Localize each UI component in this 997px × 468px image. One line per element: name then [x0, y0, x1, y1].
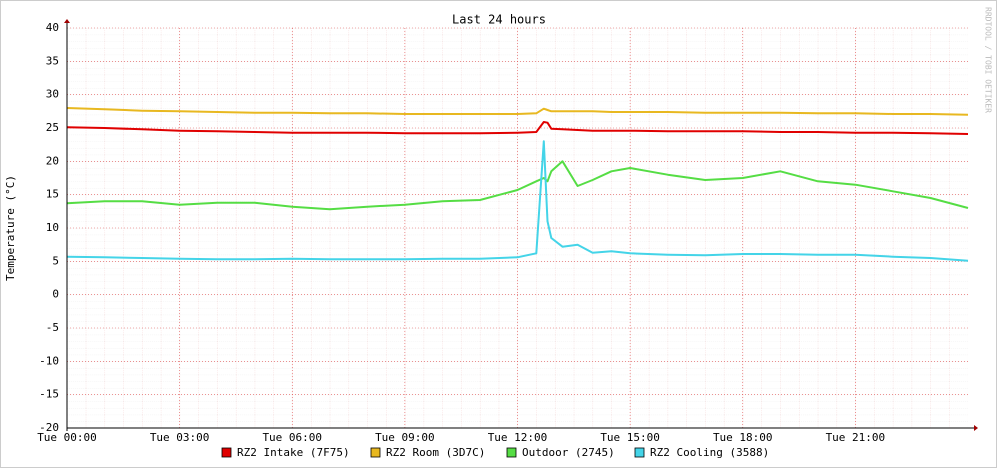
y-tick-label: -10: [39, 354, 59, 367]
legend-label: RZ2 Intake (7F75): [237, 446, 350, 459]
y-tick-label: 10: [46, 221, 59, 234]
x-tick-label: Tue 15:00: [600, 431, 660, 444]
y-axis-label: Temperature (°C): [4, 175, 17, 281]
x-tick-label: Tue 06:00: [262, 431, 322, 444]
y-tick-label: 30: [46, 88, 59, 101]
y-tick-label: 0: [52, 288, 59, 301]
legend-swatch: [506, 447, 517, 458]
legend-swatch: [221, 447, 232, 458]
x-tick-label: Tue 09:00: [375, 431, 435, 444]
y-tick-label: 15: [46, 188, 59, 201]
legend-label: RZ2 Cooling (3588): [650, 446, 769, 459]
y-tick-label: -15: [39, 388, 59, 401]
legend-label: Outdoor (2745): [522, 446, 615, 459]
x-tick-label: Tue 21:00: [826, 431, 886, 444]
legend-label: RZ2 Room (3D7C): [386, 446, 485, 459]
series-line: [66, 121, 969, 135]
y-tick-label: 20: [46, 154, 59, 167]
y-tick-label: -5: [46, 321, 59, 334]
y-tick-label: 35: [46, 54, 59, 67]
series-line: [66, 140, 969, 262]
x-tick-label: Tue 00:00: [37, 431, 97, 444]
x-tick-label: Tue 12:00: [488, 431, 548, 444]
x-arrow: [974, 425, 978, 431]
legend-swatch: [370, 447, 381, 458]
x-tick-label: Tue 03:00: [150, 431, 210, 444]
chart-title: Last 24 hours: [452, 13, 546, 27]
series-line: [66, 160, 969, 211]
y-tick-label: 25: [46, 121, 59, 134]
series-line: [66, 107, 969, 116]
x-tick-label: Tue 18:00: [713, 431, 773, 444]
y-tick-label: 5: [52, 254, 59, 267]
y-tick-label: 40: [46, 21, 59, 34]
legend-swatch: [634, 447, 645, 458]
y-tick-label: -20: [39, 421, 59, 434]
watermark: RRDTOOL / TOBI OETIKER: [984, 7, 993, 113]
y-arrow: [64, 19, 70, 23]
